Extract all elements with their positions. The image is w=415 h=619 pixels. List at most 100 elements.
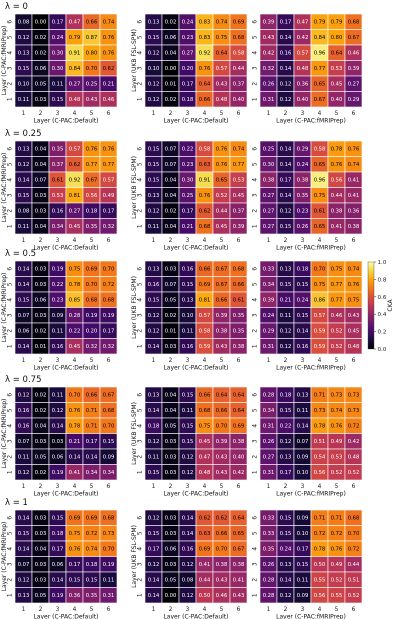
x-tick-label: 2 <box>39 484 43 490</box>
cell-value-label: 0.03 <box>35 439 47 445</box>
cell-value-label: 0.12 <box>280 329 292 335</box>
cell-value-label: 0.01 <box>165 82 177 88</box>
cell-value-label: 0.15 <box>18 66 30 72</box>
cell-value-label: 0.03 <box>165 455 177 461</box>
cell-value-label: 0.14 <box>69 455 81 461</box>
y-axis-label: Layer (UKB FSL-SPM) <box>131 29 138 92</box>
cell-value-label: 0.44 <box>348 562 360 568</box>
cell-value-label: 0.64 <box>199 82 211 88</box>
cell-value-label: 0.70 <box>103 424 115 430</box>
cell-value-label: 0.34 <box>103 470 115 476</box>
cell-value-label: 0.62 <box>103 66 115 72</box>
cell-value-label: 0.15 <box>297 562 309 568</box>
cell-value-label: 0.12 <box>280 82 292 88</box>
y-tick-label: 1 <box>253 470 259 474</box>
cell-value-label: 0.39 <box>263 298 275 304</box>
cell-value-label: 0.44 <box>199 578 211 584</box>
heatmap-cell <box>229 338 248 355</box>
cell-value-label: 0.45 <box>233 193 245 199</box>
y-tick-label: 4 <box>253 178 259 182</box>
cell-value-label: 0.68 <box>103 408 115 414</box>
y-tick-label: 1 <box>138 593 144 597</box>
cell-value-label: 0.78 <box>69 282 81 288</box>
y-tick-label: 5 <box>138 35 144 39</box>
cell-value-label: 0.12 <box>148 51 160 57</box>
cell-value-label: 0.46 <box>216 593 228 599</box>
y-tick-label: 1 <box>8 593 14 597</box>
cell-value-label: 0.31 <box>103 593 115 599</box>
cell-value-label: 0.51 <box>348 578 360 584</box>
cell-value-label: 0.38 <box>297 178 309 184</box>
cell-value-label: 0.04 <box>35 224 47 230</box>
x-tick-label: 5 <box>220 607 224 613</box>
cell-value-label: 0.45 <box>69 344 81 350</box>
x-tick-label: 2 <box>284 484 288 490</box>
x-tick-label: 3 <box>186 238 190 244</box>
cell-value-label: 0.39 <box>233 224 245 230</box>
cell-value-label: 0.14 <box>148 408 160 414</box>
cell-value-label: 0.11 <box>148 224 160 230</box>
cell-value-label: 0.38 <box>233 562 245 568</box>
cell-value-label: 0.14 <box>182 516 194 522</box>
cell-value-label: 0.70 <box>314 267 326 273</box>
cell-value-label: 0.07 <box>35 178 47 184</box>
panel-title: λ = 0.75 <box>5 375 41 385</box>
cell-value-label: 0.19 <box>52 593 64 599</box>
cell-value-label: 0.52 <box>331 470 343 476</box>
x-tick-label: 4 <box>73 111 77 117</box>
y-tick-label: 2 <box>8 82 14 86</box>
cell-value-label: 0.12 <box>148 439 160 445</box>
y-tick-label: 4 <box>253 547 259 551</box>
cell-value-label: 0.76 <box>199 193 211 199</box>
cell-value-label: 0.52 <box>216 193 228 199</box>
cell-value-label: 0.26 <box>263 439 275 445</box>
y-tick-label: 5 <box>253 162 259 166</box>
cell-value-label: 0.03 <box>165 531 177 537</box>
x-tick-label: 5 <box>220 358 224 364</box>
cell-value-label: 0.68 <box>86 298 98 304</box>
x-tick-label: 6 <box>352 358 356 364</box>
cell-value-label: 0.72 <box>331 531 343 537</box>
y-tick-label: 5 <box>253 531 259 535</box>
cell-value-label: 0.32 <box>103 344 115 350</box>
cell-value-label: 0.14 <box>297 424 309 430</box>
y-tick-label: 6 <box>253 393 259 397</box>
cell-value-label: 0.63 <box>199 531 211 537</box>
cell-value-label: 0.16 <box>182 547 194 553</box>
cell-value-label: 0.11 <box>52 82 64 88</box>
cell-value-label: 0.15 <box>69 578 81 584</box>
cell-value-label: 0.52 <box>348 470 360 476</box>
cell-value-label: 0.03 <box>165 516 177 522</box>
cell-value-label: 0.14 <box>148 593 160 599</box>
cell-value-label: 0.15 <box>182 439 194 445</box>
cell-value-label: 0.79 <box>314 20 326 26</box>
cell-value-label: 0.71 <box>314 516 326 522</box>
cell-value-label: 0.17 <box>182 209 194 215</box>
x-axis-label: Layer (C-PAC:Default) <box>33 118 98 125</box>
heatmap-cell <box>229 218 248 235</box>
cell-value-label: 0.43 <box>216 470 228 476</box>
cell-value-label: 0.12 <box>280 97 292 103</box>
cell-value-label: 0.43 <box>216 455 228 461</box>
cell-value-label: 0.44 <box>233 66 245 72</box>
cell-value-label: 0.64 <box>331 51 343 57</box>
cell-value-label: 0.75 <box>314 193 326 199</box>
x-tick-label: 2 <box>39 358 43 364</box>
x-tick-label: 4 <box>318 238 322 244</box>
cell-value-label: 0.76 <box>216 147 228 153</box>
y-tick-label: 6 <box>253 267 259 271</box>
cell-value-label: 0.83 <box>199 35 211 41</box>
cell-value-label: 0.18 <box>297 267 309 273</box>
cell-value-label: 0.17 <box>86 439 98 445</box>
cell-value-label: 0.49 <box>331 562 343 568</box>
y-tick-label: 4 <box>253 298 259 302</box>
cell-value-label: 0.57 <box>199 313 211 319</box>
cell-value-label: 0.08 <box>182 578 194 584</box>
cell-value-label: 0.02 <box>165 20 177 26</box>
x-tick-label: 4 <box>203 607 207 613</box>
y-tick-label: 4 <box>253 51 259 55</box>
x-tick-label: 6 <box>237 358 241 364</box>
cell-value-label: 0.27 <box>263 209 275 215</box>
cell-value-label: 0.02 <box>35 35 47 41</box>
x-tick-label: 1 <box>22 607 26 613</box>
